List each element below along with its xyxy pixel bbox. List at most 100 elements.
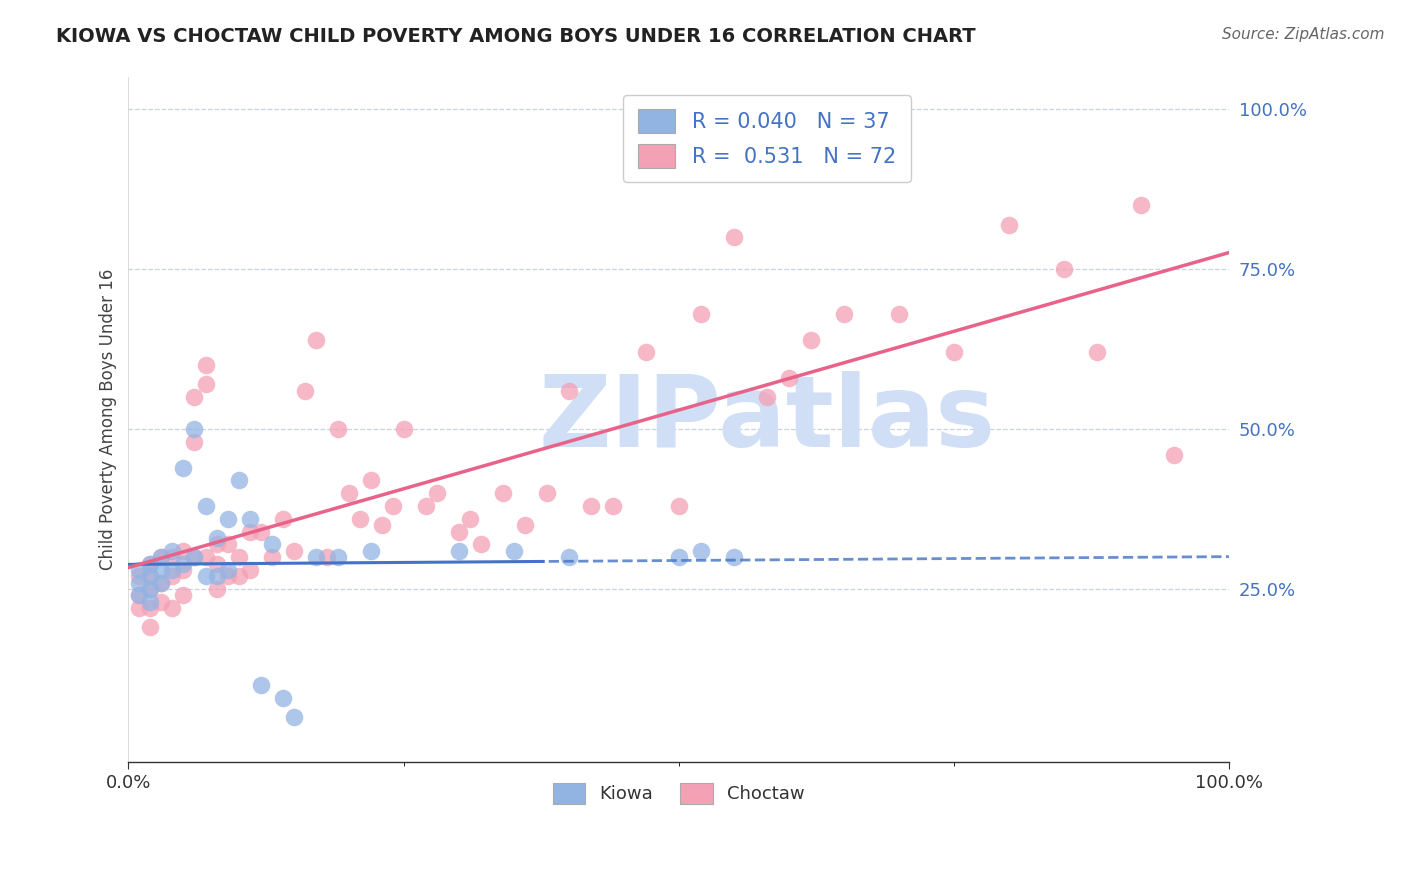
Point (370, 518, 392, 533)
Point (139, 620, 162, 634)
Point (458, 512, 481, 526)
Point (194, 569, 217, 583)
Point (271, 512, 294, 526)
Legend: Kiowa, Choctaw: Kiowa, Choctaw (541, 772, 815, 814)
Point (1085, 345, 1108, 359)
Point (470, 537, 492, 551)
Point (173, 563, 195, 577)
Point (205, 537, 228, 551)
Point (217, 537, 239, 551)
Point (173, 460, 195, 475)
Point (150, 575, 173, 590)
Point (205, 557, 228, 571)
Point (139, 582, 162, 596)
Text: KIOWA VS CHOCTAW CHILD POVERTY AMONG BOYS UNDER 16 CORRELATION CHART: KIOWA VS CHOCTAW CHILD POVERTY AMONG BOY… (56, 27, 976, 45)
Point (755, 390, 778, 404)
Point (337, 486, 360, 500)
Point (162, 550, 184, 565)
Point (228, 569, 250, 583)
Point (128, 563, 150, 577)
Point (205, 569, 228, 583)
Point (723, 550, 745, 565)
Point (360, 474, 382, 488)
Point (128, 569, 150, 583)
Point (668, 550, 690, 565)
Point (304, 550, 326, 565)
Point (139, 557, 162, 571)
Text: Source: ZipAtlas.com: Source: ZipAtlas.com (1222, 27, 1385, 42)
Point (238, 563, 260, 577)
Point (128, 589, 150, 603)
Point (271, 690, 294, 705)
Point (139, 582, 162, 596)
Point (183, 422, 205, 436)
Point (579, 499, 602, 513)
Point (139, 601, 162, 615)
Point (1053, 262, 1076, 277)
Point (183, 435, 205, 450)
Point (536, 486, 558, 500)
Point (723, 230, 745, 244)
Point (447, 524, 470, 539)
Point (315, 550, 337, 565)
Point (360, 543, 382, 558)
Point (249, 678, 271, 692)
Point (260, 550, 283, 565)
Point (249, 524, 271, 539)
Point (194, 358, 217, 372)
Point (217, 563, 239, 577)
Point (162, 543, 184, 558)
Point (832, 307, 855, 321)
Point (304, 333, 326, 347)
Point (173, 589, 195, 603)
Point (1163, 448, 1185, 462)
Point (392, 422, 415, 436)
Point (1129, 198, 1152, 212)
Point (283, 710, 305, 724)
Point (415, 499, 437, 513)
Point (173, 557, 195, 571)
Point (602, 499, 624, 513)
Point (260, 537, 283, 551)
Point (162, 601, 184, 615)
Point (887, 307, 910, 321)
Point (513, 518, 536, 533)
Point (217, 569, 239, 583)
Point (778, 371, 800, 385)
Point (162, 569, 184, 583)
Point (150, 550, 173, 565)
Point (128, 589, 150, 603)
Point (205, 531, 228, 545)
Point (689, 543, 711, 558)
Point (800, 333, 823, 347)
Point (426, 486, 449, 500)
Y-axis label: Child Poverty Among Boys Under 16: Child Poverty Among Boys Under 16 (100, 268, 117, 570)
Point (217, 512, 239, 526)
Point (238, 524, 260, 539)
Point (194, 377, 217, 392)
Text: ZIPatlas: ZIPatlas (538, 371, 995, 468)
Point (162, 563, 184, 577)
Point (228, 550, 250, 565)
Point (139, 557, 162, 571)
Point (557, 550, 579, 565)
Point (150, 595, 173, 609)
Point (381, 499, 404, 513)
Point (349, 512, 371, 526)
Point (502, 543, 524, 558)
Point (998, 218, 1021, 232)
Point (942, 345, 965, 359)
Point (194, 499, 217, 513)
Point (139, 595, 162, 609)
Point (634, 345, 657, 359)
Point (491, 486, 513, 500)
Point (557, 384, 579, 398)
Point (326, 422, 349, 436)
Point (326, 550, 349, 565)
Point (689, 307, 711, 321)
Point (205, 582, 228, 596)
Point (194, 550, 217, 565)
Point (238, 512, 260, 526)
Point (150, 550, 173, 565)
Point (183, 550, 205, 565)
